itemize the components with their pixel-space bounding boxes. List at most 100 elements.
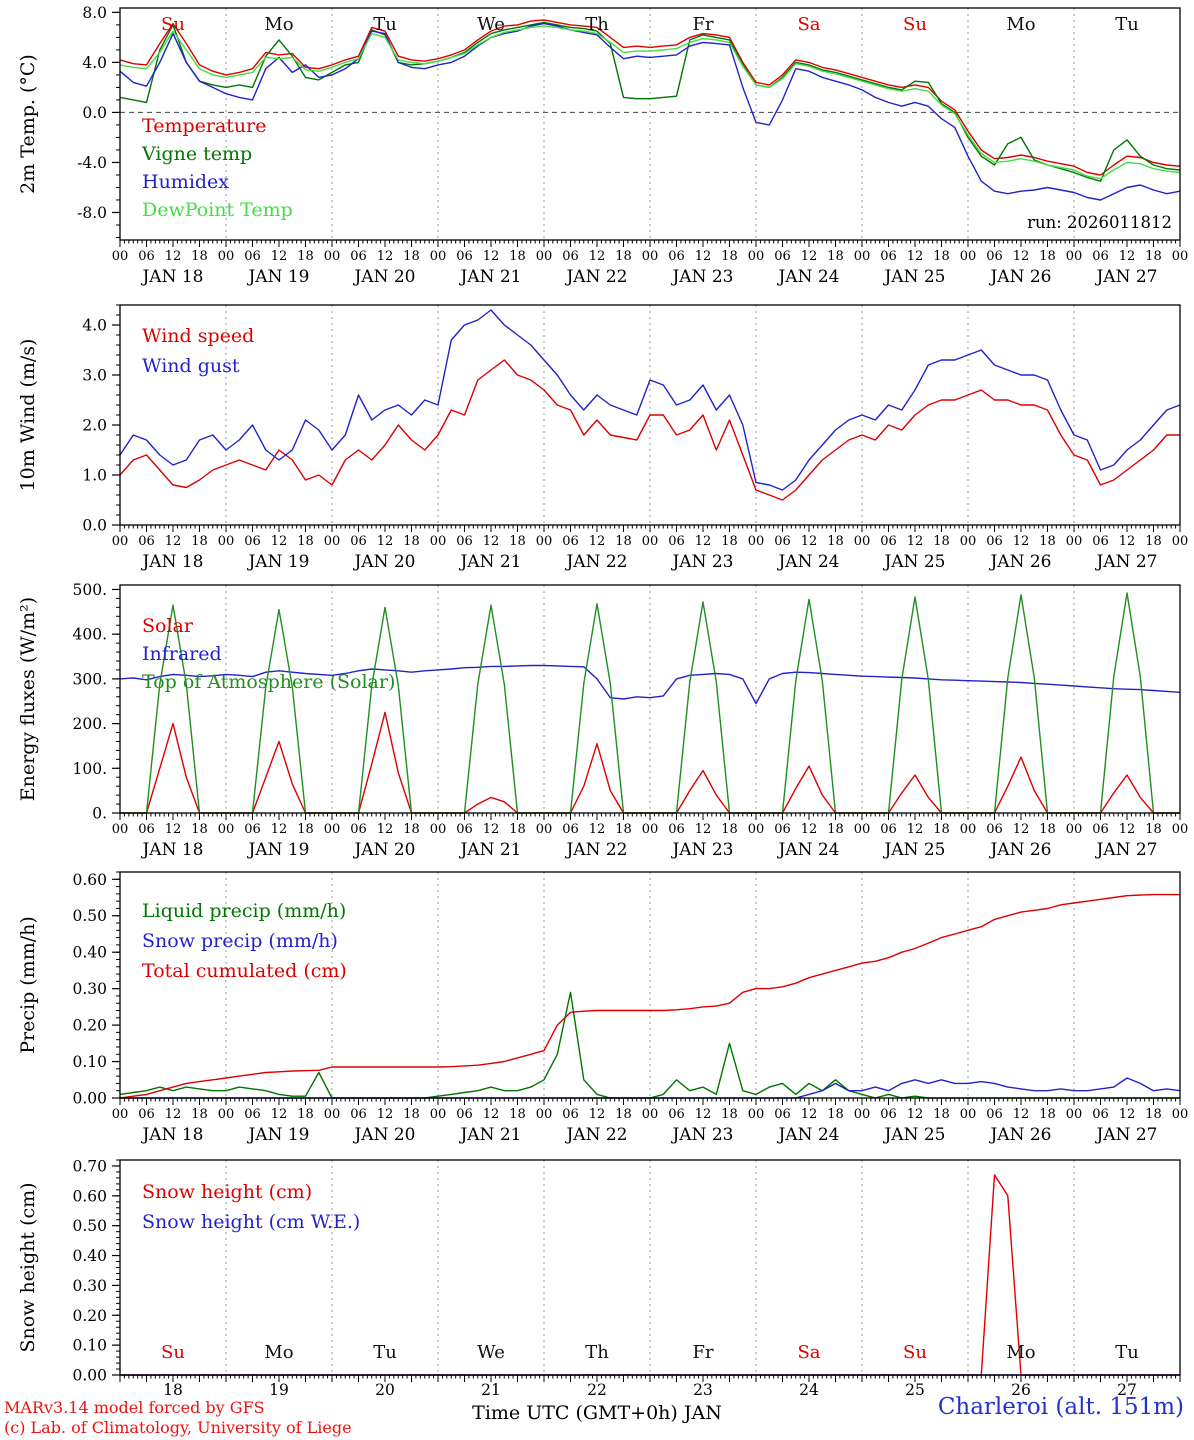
hour-label: 12 (271, 822, 288, 837)
legend: Solar Infrared Top of Atmosphere (Solar) (142, 615, 395, 693)
hour-label: 18 (297, 1107, 314, 1122)
day-name-labels: Su Mo Tu We Th Fr Sa Su Mo Tu (161, 14, 1139, 35)
series-total-cumulated (119, 893, 1180, 1099)
hour-label: 18 (827, 822, 844, 837)
hour-label: 18 (827, 249, 844, 264)
panel-precip: 0.60 0.50 0.40 0.30 0.20 0.10 0.00 Precip (mm/h… (17, 871, 1188, 1145)
date-label: JAN 18 (140, 267, 203, 287)
y-tick-label: 400. (72, 626, 107, 644)
hour-label: 18 (615, 534, 632, 549)
hour-label: 00 (430, 534, 447, 549)
day-name-label: Su (161, 1342, 185, 1363)
day-name-label: Mo (1006, 1342, 1035, 1363)
hour-label: 18 (721, 249, 738, 264)
hour-label: 12 (271, 534, 288, 549)
date-label: JAN 19 (246, 1125, 309, 1145)
hour-label: 18 (191, 249, 208, 264)
hour-label: 12 (801, 249, 818, 264)
hour-label: 00 (218, 534, 235, 549)
hour-label: 00 (536, 534, 553, 549)
day-number-label: 18 (163, 1381, 183, 1399)
hour-label: 12 (1013, 1107, 1030, 1122)
hour-label: 06 (986, 1107, 1003, 1122)
series-infrared (119, 664, 1181, 705)
hour-label: 06 (774, 1107, 791, 1122)
hour-label: 06 (456, 822, 473, 837)
panel-temp: 8.04.00.0-4.0-8.02m Temp. (°C)00 06 12 18 00… (17, 4, 1188, 287)
y-tick-label: 0.40 (72, 1247, 107, 1265)
y-tick-label: -4.0 (77, 154, 107, 172)
panel-flux: 500. 400. 300. 200. 100. 0. Energy fluxes (W/m… (17, 581, 1188, 860)
hour-label: 18 (191, 822, 208, 837)
date-label: JAN 22 (564, 267, 627, 287)
day-name-label: Tu (373, 1342, 397, 1363)
hour-label: 06 (244, 534, 261, 549)
date-label: JAN 23 (670, 1125, 733, 1145)
day-name-label: Fr (692, 14, 713, 35)
hour-label: 00 (1066, 249, 1083, 264)
series-dewpoint-temp (119, 25, 1181, 180)
y-axis: 4.0 3.0 2.0 1.0 0.0 10m Wind (m/s) (17, 304, 120, 535)
day-name-label: Mo (264, 1342, 293, 1363)
hour-label: 00 (1066, 822, 1083, 837)
hour-label: 00 (324, 534, 341, 549)
hour-label: 12 (271, 249, 288, 264)
date-label: JAN 26 (988, 1125, 1051, 1145)
hour-label: 00 (430, 249, 447, 264)
date-label: JAN 25 (882, 840, 945, 860)
y-tick-label: 0.00 (72, 1090, 107, 1108)
hour-label: 18 (1145, 822, 1162, 837)
hour-label: 18 (721, 534, 738, 549)
hour-label: 00 (218, 1107, 235, 1122)
hour-label: 12 (377, 822, 394, 837)
hour-label: 18 (403, 534, 420, 549)
day-number-label: 22 (587, 1381, 607, 1399)
hour-label: 06 (668, 1107, 685, 1122)
y-tick-label: 200. (72, 715, 107, 733)
hour-label: 12 (695, 822, 712, 837)
hour-label: 18 (1145, 249, 1162, 264)
hour-label: 06 (880, 249, 897, 264)
hour-label: 00 (854, 1107, 871, 1122)
hour-label: 12 (483, 822, 500, 837)
date-label: JAN 18 (140, 552, 203, 572)
legend-solar: Solar (142, 615, 194, 637)
day-name-label: Su (903, 14, 927, 35)
y-axis: 8.0 4.0 0.0 -4.0 -8.0 2m Temp. (°C) (17, 4, 120, 238)
date-label: JAN 22 (564, 840, 627, 860)
date-label: JAN 19 (246, 840, 309, 860)
hour-label: 18 (615, 249, 632, 264)
hour-label: 00 (1172, 534, 1189, 549)
date-label: JAN 24 (776, 840, 839, 860)
legend-wind-gust: Wind gust (142, 355, 240, 377)
time-axis-label: Time UTC (GMT+0h) JAN (472, 1402, 722, 1424)
hour-label: 06 (880, 1107, 897, 1122)
hour-label: 12 (801, 1107, 818, 1122)
hour-label: 12 (377, 534, 394, 549)
date-label: JAN 24 (776, 552, 839, 572)
hour-label: 00 (748, 1107, 765, 1122)
day-name-label: Th (585, 1342, 609, 1363)
legend-vigne-temp: Vigne temp (141, 143, 252, 165)
y-tick-label: 0.40 (72, 944, 107, 962)
day-gridlines (225, 585, 1075, 813)
date-label: JAN 20 (352, 840, 415, 860)
hour-label: 06 (668, 534, 685, 549)
hour-label: 06 (774, 249, 791, 264)
date-label: JAN 23 (670, 552, 733, 572)
hour-label: 06 (986, 534, 1003, 549)
y-tick-label: -8.0 (77, 204, 107, 222)
hour-label: 00 (112, 822, 129, 837)
hour-label: 12 (695, 1107, 712, 1122)
hour-label: 06 (350, 1107, 367, 1122)
date-label: JAN 20 (352, 552, 415, 572)
date-label: JAN 19 (246, 267, 309, 287)
legend-infrared: Infrared (142, 643, 222, 665)
hour-label: 06 (562, 822, 579, 837)
hour-label: 12 (907, 822, 924, 837)
hour-label: 00 (1066, 534, 1083, 549)
legend-temperature: Temperature (142, 115, 266, 137)
